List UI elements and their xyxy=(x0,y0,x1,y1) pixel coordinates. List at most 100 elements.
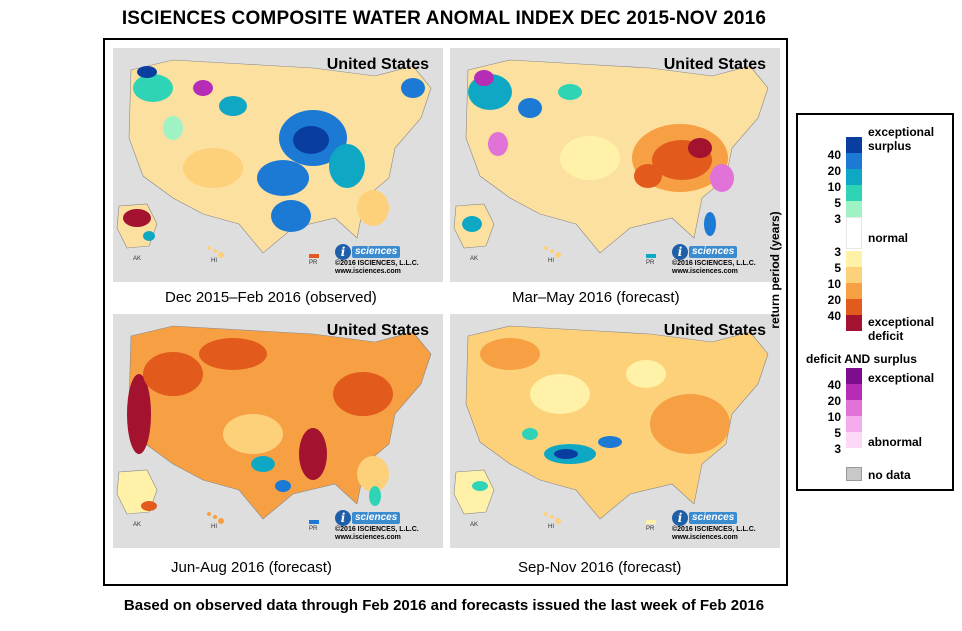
legend-deficit-title: exceptional deficit xyxy=(868,315,934,343)
legend-no-data-label: no data xyxy=(868,468,911,482)
legend-swatch-deficit-20 xyxy=(846,299,862,315)
legend-tick: 5 xyxy=(834,196,841,210)
legend-deficit-title-line1: exceptional xyxy=(868,315,935,329)
logo-i-icon: i xyxy=(335,510,351,526)
copyright-notice: ©2016 ISCIENCES, L.L.C. www.isciences.co… xyxy=(335,526,419,542)
legend-surplus-title-line2: surplus xyxy=(868,139,912,153)
anomaly-surplus-cluster xyxy=(468,70,716,236)
alaska-inset xyxy=(453,203,495,249)
logo-wordmark: sciences xyxy=(689,246,738,258)
legend-surplus-title-line1: exceptional xyxy=(868,125,935,139)
hawaii-label: HI xyxy=(211,258,217,264)
isciences-logo: i sciences xyxy=(672,510,738,526)
legend-tick: 3 xyxy=(834,212,841,226)
caption-sep-nov: Sep-Nov 2016 (forecast) xyxy=(518,559,682,576)
copyright-url: www.isciences.com xyxy=(335,268,401,275)
legend-swatch-deficit-3 xyxy=(846,251,862,267)
alaska-inset xyxy=(116,469,158,515)
map-panel-jun-aug: United States AK HI PR i sciences ©2016 … xyxy=(113,314,443,548)
us-map-dec-feb xyxy=(116,59,432,258)
legend-both-exceptional: exceptional xyxy=(868,371,935,385)
legend-surplus-title: exceptional surplus xyxy=(868,125,934,153)
panel-title: United States xyxy=(663,322,766,339)
alaska-inset xyxy=(453,469,495,515)
logo-wordmark: sciences xyxy=(689,512,738,524)
panel-title: United States xyxy=(663,56,766,73)
legend-tick: 20 xyxy=(827,164,841,178)
conus-land xyxy=(465,325,769,520)
puerto-rico-inset xyxy=(646,254,656,258)
legend-swatch-deficit-40 xyxy=(846,315,862,331)
logo-i-icon: i xyxy=(335,244,351,260)
anomaly-surplus-cluster xyxy=(522,428,622,464)
legend-normal-label: normal xyxy=(868,231,909,245)
legend-tick: 10 xyxy=(827,180,841,194)
legend-swatch-normal xyxy=(846,217,862,249)
legend-both-heading: deficit AND surplus xyxy=(806,352,917,366)
copyright-text: ©2016 ISCIENCES, L.L.C. xyxy=(672,526,756,533)
isciences-logo: i sciences xyxy=(335,244,401,260)
puerto-rico-inset xyxy=(309,254,319,258)
legend-swatch-deficit-5 xyxy=(846,267,862,283)
legend-swatch-both-10 xyxy=(846,400,862,416)
legend-deficit-title-line2: deficit xyxy=(868,329,904,343)
puerto-rico-label: PR xyxy=(646,260,655,266)
copyright-url: www.isciences.com xyxy=(672,534,738,541)
figure-footer: Based on observed data through Feb 2016 … xyxy=(123,597,765,614)
legend: return period (years) exceptional surplu… xyxy=(768,113,954,491)
caption-dec-feb: Dec 2015–Feb 2016 (observed) xyxy=(165,289,377,306)
legend-both-abnormal: abnormal xyxy=(868,435,923,449)
us-map-jun-aug xyxy=(116,325,432,524)
isciences-logo: i sciences xyxy=(335,510,401,526)
alaska-inset xyxy=(116,203,158,249)
anomaly-surplus-cluster xyxy=(251,456,381,506)
legend-swatch-surplus-3 xyxy=(846,201,862,217)
alaska-label: AK xyxy=(470,522,479,528)
map-panel-mar-may: United States AK HI PR i sciences ©2016 … xyxy=(450,48,780,282)
caption-jun-aug: Jun-Aug 2016 (forecast) xyxy=(171,559,332,576)
caption-mar-may: Mar–May 2016 (forecast) xyxy=(512,289,680,306)
anomaly-deficit-cluster xyxy=(480,338,730,454)
hawaii-inset xyxy=(544,246,561,258)
copyright-text: ©2016 ISCIENCES, L.L.C. xyxy=(672,260,756,267)
anomaly-deficit-cluster xyxy=(560,124,734,192)
hawaii-inset xyxy=(207,512,224,524)
alaska-label: AK xyxy=(133,256,142,262)
puerto-rico-label: PR xyxy=(309,526,318,532)
legend-tick: 3 xyxy=(834,245,841,259)
legend-swatch-surplus-5 xyxy=(846,185,862,201)
anomaly-deficit-cluster xyxy=(127,338,393,492)
logo-wordmark: sciences xyxy=(352,512,401,524)
legend-swatch-surplus-10 xyxy=(846,169,862,185)
anomaly-surplus-cluster xyxy=(133,66,425,232)
legend-axis-label: return period (years) xyxy=(768,211,782,329)
alaska-label: AK xyxy=(133,522,142,528)
copyright-notice: ©2016 ISCIENCES, L.L.C. www.isciences.co… xyxy=(672,260,756,276)
copyright-url: www.isciences.com xyxy=(672,268,738,275)
legend-tick: 20 xyxy=(827,394,841,408)
figure-title: ISCIENCES COMPOSITE WATER ANOMAL INDEX D… xyxy=(121,8,767,29)
map-panel-dec-feb: United States AK HI PR i sciences ©2016 … xyxy=(113,48,443,282)
copyright-text: ©2016 ISCIENCES, L.L.C. xyxy=(335,526,419,533)
us-map-mar-may xyxy=(453,59,769,258)
copyright-notice: ©2016 ISCIENCES, L.L.C. www.isciences.co… xyxy=(335,260,419,276)
copyright-url: www.isciences.com xyxy=(335,534,401,541)
legend-swatch-both-3 xyxy=(846,432,862,448)
legend-tick: 3 xyxy=(834,442,841,456)
anomaly-deficit-cluster xyxy=(183,80,389,226)
hawaii-inset xyxy=(207,246,224,258)
legend-tick: 20 xyxy=(827,293,841,307)
copyright-notice: ©2016 ISCIENCES, L.L.C. www.isciences.co… xyxy=(672,526,756,542)
legend-swatch-both-5 xyxy=(846,416,862,432)
logo-wordmark: sciences xyxy=(352,246,401,258)
puerto-rico-inset xyxy=(646,520,656,524)
panel-title: United States xyxy=(326,322,429,339)
legend-swatch-both-40 xyxy=(846,368,862,384)
map-panel-sep-nov: United States AK HI PR i sciences ©2016 … xyxy=(450,314,780,548)
logo-i-icon: i xyxy=(672,244,688,260)
alaska-label: AK xyxy=(470,256,479,262)
legend-tick: 5 xyxy=(834,426,841,440)
legend-tick: 40 xyxy=(827,378,841,392)
legend-swatch-surplus-40 xyxy=(846,137,862,153)
hawaii-inset xyxy=(544,512,561,524)
